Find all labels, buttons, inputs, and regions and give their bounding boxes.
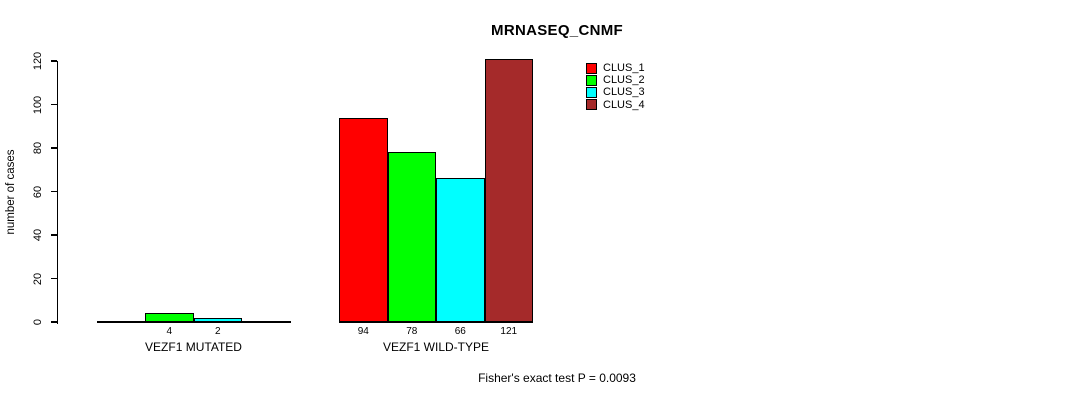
y-axis-tick <box>50 60 57 62</box>
group-baseline <box>96 321 291 323</box>
bar-value-label: 94 <box>357 326 369 337</box>
y-axis-tick <box>50 147 57 149</box>
y-axis-tick-label: 120 <box>32 51 44 71</box>
y-axis-tick <box>50 103 57 106</box>
bar-value-label: 78 <box>406 326 418 337</box>
legend-swatch-clus_4 <box>586 99 597 111</box>
group-baseline <box>339 321 533 323</box>
legend-row-clus_1: CLUS_1 <box>586 62 645 74</box>
bar-clus_3-group1 <box>193 317 242 322</box>
chart-title: MRNASEQ_CNMF <box>491 22 623 39</box>
y-axis-title: number of cases <box>5 148 17 235</box>
group-category-label: VEZF1 MUTATED <box>145 340 242 354</box>
y-axis-tick-label: 40 <box>32 228 44 242</box>
y-axis-tick-label: 100 <box>32 95 44 114</box>
bar-clus_4-group2 <box>484 58 533 322</box>
legend-row-clus_3: CLUS_3 <box>586 86 645 98</box>
bar-clus_2-group2 <box>387 152 436 322</box>
legend-label: CLUS_1 <box>603 62 645 75</box>
y-axis-tick-label: 80 <box>32 141 44 155</box>
bar-value-label: 2 <box>214 326 221 337</box>
y-axis-tick <box>50 190 57 193</box>
legend: CLUS_1 CLUS_2 CLUS_3 CLUS_4 <box>586 62 645 111</box>
legend-swatch-clus_1 <box>586 62 597 74</box>
y-axis-line <box>56 61 58 324</box>
bar-clus_2-group1 <box>145 313 194 322</box>
bar-value-label: 66 <box>454 326 466 337</box>
legend-swatch-clus_2 <box>586 74 597 86</box>
group-category-label: VEZF1 WILD-TYPE <box>382 340 489 354</box>
legend-label: CLUS_4 <box>603 98 645 111</box>
legend-label: CLUS_2 <box>603 74 645 87</box>
legend-swatch-clus_3 <box>586 86 597 98</box>
legend-label: CLUS_3 <box>603 86 645 99</box>
fisher-test-annotation: Fisher's exact test P = 0.0093 <box>478 371 636 385</box>
y-axis-tick-label: 20 <box>32 272 44 285</box>
y-axis-tick-label: 60 <box>32 185 44 198</box>
y-axis-tick <box>50 321 57 323</box>
legend-row-clus_4: CLUS_4 <box>586 99 645 111</box>
bar-value-label: 121 <box>500 326 518 337</box>
bar-clus_1-group2 <box>339 117 388 322</box>
bar-clus_3-group2 <box>436 178 485 322</box>
bar-value-label: 4 <box>166 326 173 337</box>
y-axis-tick <box>50 234 57 236</box>
y-axis-tick <box>50 277 57 280</box>
legend-row-clus_2: CLUS_2 <box>586 74 645 86</box>
y-axis-tick-label: 0 <box>32 318 44 326</box>
